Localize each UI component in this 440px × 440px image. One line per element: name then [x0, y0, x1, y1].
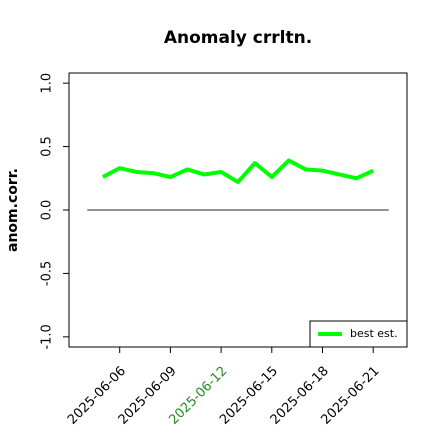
chart-title: Anomaly crrltn.	[164, 28, 312, 48]
y-axis-label: anom.corr.	[5, 168, 21, 252]
legend: best est.	[309, 320, 408, 348]
legend-label: best est.	[350, 327, 398, 340]
y-tick-label: -0.5	[40, 261, 55, 286]
y-tick-label: 0.0	[40, 200, 55, 221]
y-tick-label: -1.0	[40, 324, 55, 349]
y-tick-label: 0.5	[40, 136, 55, 157]
y-tick-label: 1.0	[40, 73, 55, 94]
data-line	[101, 158, 375, 185]
